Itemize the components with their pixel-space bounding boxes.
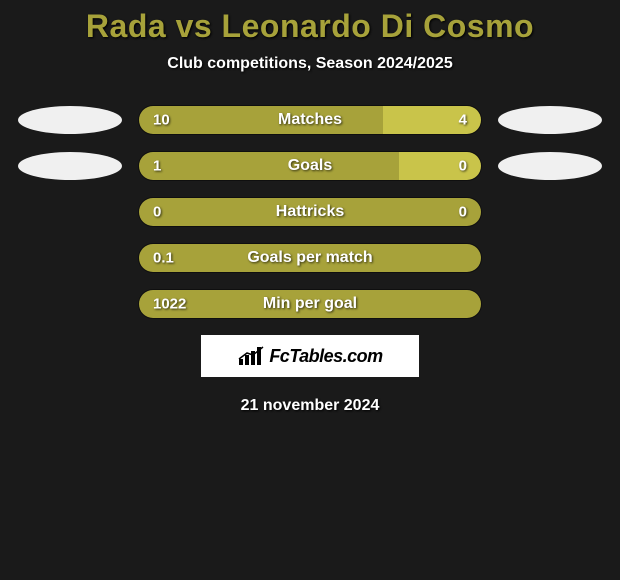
brand-label: FcTables.com	[269, 346, 382, 367]
stat-row: 1 0 Goals	[0, 151, 620, 181]
stat-bar-left	[139, 106, 383, 134]
stat-label: Hattricks	[276, 203, 344, 221]
stat-value-left: 0.1	[153, 250, 174, 267]
stat-bar-left	[139, 152, 399, 180]
stat-bar: 1022 Min per goal	[138, 289, 482, 319]
stat-value-left: 0	[153, 204, 161, 221]
stat-label: Min per goal	[263, 295, 357, 313]
brand-box: FcTables.com	[201, 335, 419, 377]
avatar-right	[498, 152, 602, 180]
subtitle: Club competitions, Season 2024/2025	[0, 55, 620, 73]
stat-row: 10 4 Matches	[0, 105, 620, 135]
avatar-left	[18, 152, 122, 180]
page-title: Rada vs Leonardo Di Cosmo	[0, 8, 620, 45]
stat-value-right: 0	[459, 204, 467, 221]
stat-bar: 0 0 Hattricks	[138, 197, 482, 227]
comparison-infographic: Rada vs Leonardo Di Cosmo Club competiti…	[0, 0, 620, 415]
stat-bar: 0.1 Goals per match	[138, 243, 482, 273]
date-label: 21 november 2024	[0, 397, 620, 415]
stat-value-right: 4	[459, 112, 467, 129]
stat-bar: 10 4 Matches	[138, 105, 482, 135]
avatar-left	[18, 106, 122, 134]
stat-row: 1022 Min per goal	[0, 289, 620, 319]
stat-row: 0.1 Goals per match	[0, 243, 620, 273]
stat-bar: 1 0 Goals	[138, 151, 482, 181]
stat-value-left: 1	[153, 158, 161, 175]
avatar-right	[498, 106, 602, 134]
stat-value-left: 10	[153, 112, 170, 129]
stat-label: Goals per match	[247, 249, 372, 267]
stat-row: 0 0 Hattricks	[0, 197, 620, 227]
stats-rows: 104Matches10Goals00Hattricks0.1Goals per…	[0, 105, 620, 319]
stat-value-left: 1022	[153, 296, 186, 313]
stat-label: Matches	[278, 111, 342, 129]
bar-chart-icon	[237, 345, 265, 367]
stat-bar-right	[399, 152, 481, 180]
stat-label: Goals	[288, 157, 332, 175]
stat-value-right: 0	[459, 158, 467, 175]
